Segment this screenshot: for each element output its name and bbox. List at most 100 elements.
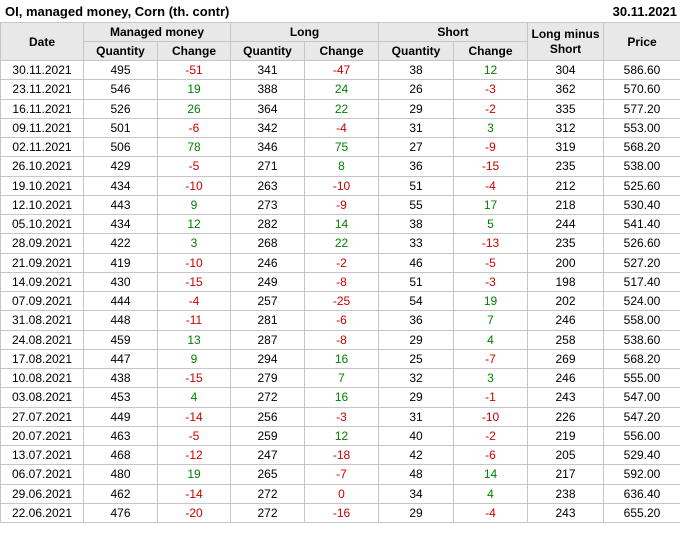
cell-price: 547.20 — [603, 406, 680, 427]
cell-long-minus-short: 269 — [527, 348, 605, 370]
cell-short-change: -3 — [453, 271, 529, 293]
cell-short-change: 7 — [453, 310, 529, 331]
cell-mm-quantity: 447 — [83, 348, 158, 370]
cell-long-quantity: 263 — [230, 175, 305, 196]
cell-long-quantity: 294 — [230, 348, 305, 370]
cell-mm-quantity: 526 — [83, 98, 158, 119]
cell-mm-quantity: 462 — [83, 483, 158, 504]
cell-price: 526.60 — [603, 233, 680, 254]
cell-short-quantity: 55 — [378, 194, 455, 216]
cell-long-change: -7 — [303, 464, 380, 485]
cell-mm-change: -15 — [157, 271, 231, 293]
subheader-short-change: Change — [453, 41, 529, 61]
cell-long-quantity: 346 — [230, 136, 305, 158]
cell-long-quantity: 259 — [230, 425, 305, 447]
cell-long-quantity: 282 — [230, 213, 305, 235]
table-body: 30.11.2021 495 -51 341 -47 38 12 304 586.60 23.11… — [0, 59, 680, 524]
cell-long-minus-short: 205 — [527, 444, 605, 466]
cell-mm-change: -20 — [157, 502, 231, 524]
cell-date: 13.07.2021 — [0, 444, 84, 466]
cell-price: 530.40 — [603, 194, 680, 216]
cell-price: 525.60 — [603, 175, 680, 196]
cell-short-quantity: 36 — [378, 156, 455, 177]
col-header-managed-money: Managed money — [83, 22, 231, 42]
cell-long-change: 8 — [303, 156, 380, 177]
cell-mm-quantity: 480 — [83, 464, 158, 485]
table-row: 19.10.2021 434 -10 263 -10 51 -4 212 525.60 — [0, 175, 680, 196]
cell-mm-quantity: 453 — [83, 387, 158, 408]
cell-mm-quantity: 443 — [83, 194, 158, 216]
cell-date: 31.08.2021 — [0, 310, 84, 331]
cell-short-quantity: 29 — [378, 329, 455, 350]
cell-long-quantity: 272 — [230, 502, 305, 524]
cell-long-minus-short: 312 — [527, 117, 605, 139]
cell-long-quantity: 341 — [230, 59, 305, 81]
cell-long-minus-short: 246 — [527, 310, 605, 331]
cell-mm-change: -10 — [157, 175, 231, 196]
col-header-long: Long — [229, 22, 380, 42]
cell-long-change: -4 — [303, 117, 380, 139]
cell-short-change: -1 — [453, 387, 529, 408]
cell-long-change: -18 — [303, 444, 380, 466]
cell-mm-change: 9 — [157, 348, 231, 370]
cell-long-quantity: 281 — [230, 310, 305, 331]
cell-mm-change: 3 — [157, 233, 231, 254]
cell-long-minus-short: 235 — [527, 233, 605, 254]
cell-long-minus-short: 258 — [527, 329, 605, 350]
cell-mm-quantity: 438 — [83, 367, 158, 389]
cell-short-quantity: 54 — [378, 290, 455, 312]
cell-mm-quantity: 468 — [83, 444, 158, 466]
col-header-date: Date — [0, 22, 84, 61]
cell-mm-quantity: 449 — [83, 406, 158, 427]
cell-mm-quantity: 476 — [83, 502, 158, 524]
cell-mm-change: 19 — [157, 464, 231, 485]
cell-mm-quantity: 419 — [83, 252, 158, 273]
cell-short-change: 3 — [453, 367, 529, 389]
cell-short-quantity: 40 — [378, 425, 455, 447]
cell-short-change: 4 — [453, 329, 529, 350]
cell-short-change: -7 — [453, 348, 529, 370]
cell-mm-change: -5 — [157, 156, 231, 177]
cell-mm-quantity: 444 — [83, 290, 158, 312]
table-row: 03.08.2021 453 4 272 16 29 -1 243 547.00 — [0, 387, 680, 408]
cell-short-quantity: 46 — [378, 252, 455, 273]
cell-long-change: -8 — [303, 271, 380, 293]
cell-short-change: 17 — [453, 194, 529, 216]
cell-long-quantity: 256 — [230, 406, 305, 427]
cell-short-quantity: 26 — [378, 79, 455, 100]
cell-price: 538.60 — [603, 329, 680, 350]
cell-long-change: -2 — [303, 252, 380, 273]
cell-long-quantity: 257 — [230, 290, 305, 312]
cell-long-minus-short: 238 — [527, 483, 605, 504]
cell-price: 577.20 — [603, 98, 680, 119]
cell-price: 556.00 — [603, 425, 680, 447]
table-row: 31.08.2021 448 -11 281 -6 36 7 246 558.00 — [0, 310, 680, 331]
cell-short-change: -2 — [453, 425, 529, 447]
cell-date: 14.09.2021 — [0, 271, 84, 293]
cell-short-quantity: 36 — [378, 310, 455, 331]
cell-mm-quantity: 546 — [83, 79, 158, 100]
cell-price: 553.00 — [603, 117, 680, 139]
cell-long-quantity: 279 — [230, 367, 305, 389]
cell-date: 21.09.2021 — [0, 252, 84, 273]
cell-mm-change: 4 — [157, 387, 231, 408]
cell-mm-quantity: 448 — [83, 310, 158, 331]
cell-date: 20.07.2021 — [0, 425, 84, 447]
cell-mm-change: -6 — [157, 117, 231, 139]
table-row: 12.10.2021 443 9 273 -9 55 17 218 530.40 — [0, 194, 680, 216]
col-header-price: Price — [603, 22, 680, 61]
cell-short-quantity: 29 — [378, 98, 455, 119]
cell-mm-change: 19 — [157, 79, 231, 100]
cell-date: 27.07.2021 — [0, 406, 84, 427]
cell-mm-change: -5 — [157, 425, 231, 447]
table-row: 09.11.2021 501 -6 342 -4 31 3 312 553.00 — [0, 117, 680, 139]
cell-date: 30.11.2021 — [0, 59, 84, 81]
cell-long-minus-short: 218 — [527, 194, 605, 216]
cell-long-change: 14 — [303, 213, 380, 235]
table-row: 05.10.2021 434 12 282 14 38 5 244 541.40 — [0, 213, 680, 235]
cell-price: 527.20 — [603, 252, 680, 273]
cell-short-change: -10 — [453, 406, 529, 427]
subheader-short-quantity: Quantity — [378, 41, 455, 61]
cell-mm-change: 26 — [157, 98, 231, 119]
cell-short-quantity: 38 — [378, 59, 455, 81]
